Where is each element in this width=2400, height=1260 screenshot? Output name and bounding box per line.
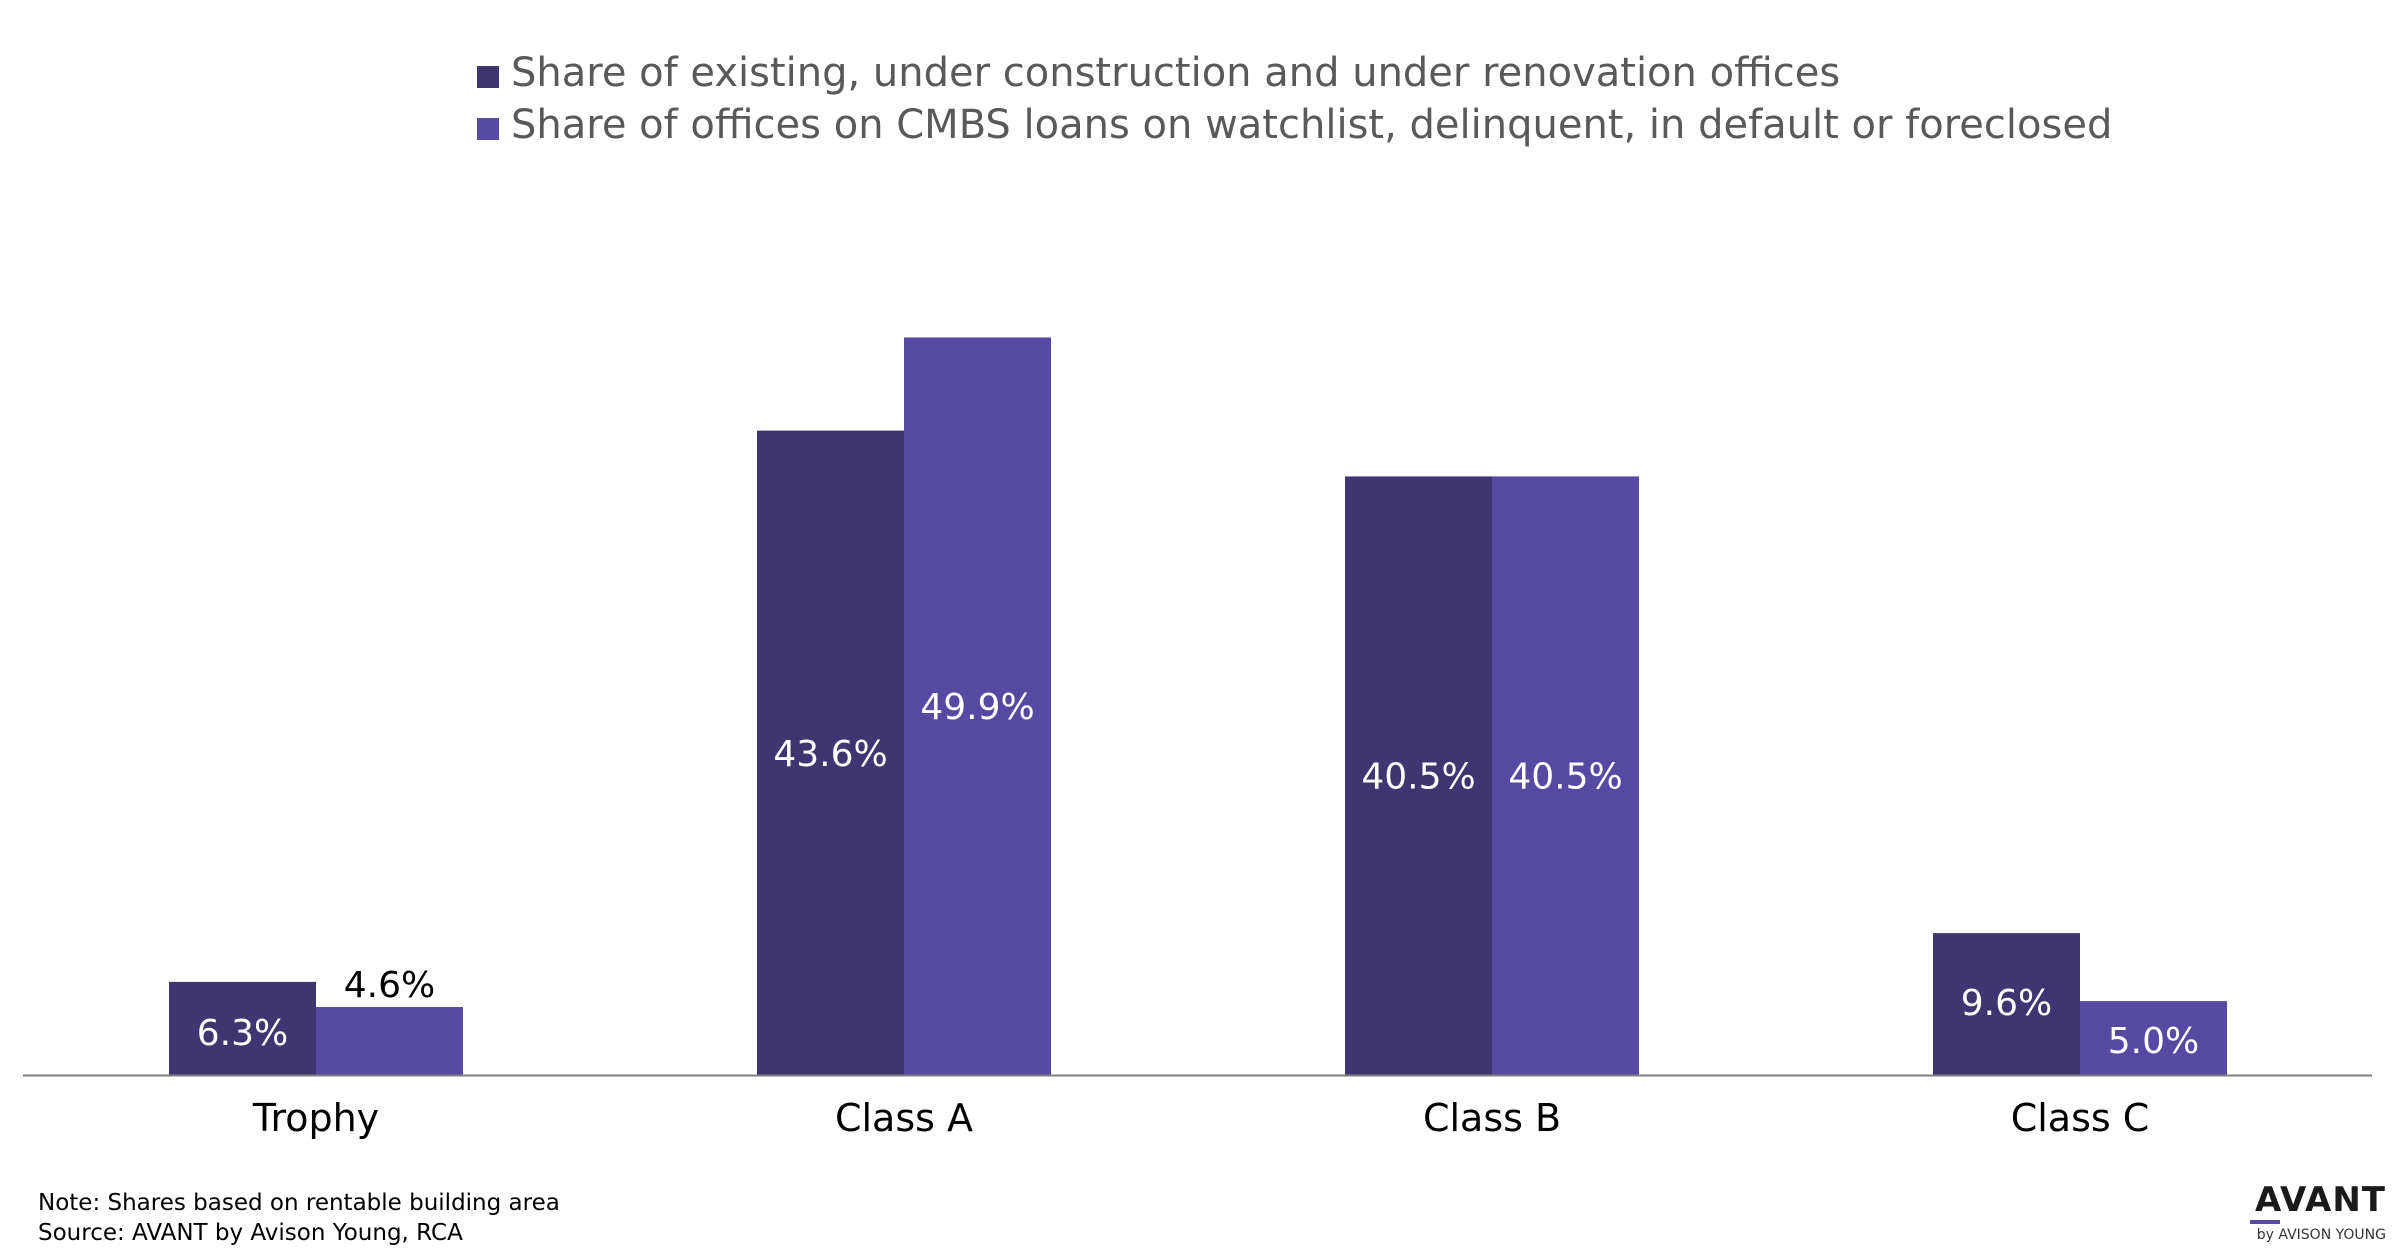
logo-subtitle: by AVISON YOUNG xyxy=(2256,1227,2386,1243)
data-label-trophy-series-2: 4.6% xyxy=(344,965,435,1006)
chart-note: Note: Shares based on rentable building … xyxy=(38,1190,560,1216)
x-axis: Trophy Class A Class B Class C xyxy=(23,1074,2372,1140)
avant-logo: AVANT by AVISON YOUNG xyxy=(2226,1182,2386,1244)
data-label-class-b-series-2: 40.5% xyxy=(1508,757,1622,798)
data-label-class-c-series-2: 5.0% xyxy=(2108,1021,2199,1062)
x-tick-label-trophy: Trophy xyxy=(252,1096,379,1140)
bar-class-b-series-2 xyxy=(1492,476,1639,1075)
x-tick-label-class-c: Class C xyxy=(2011,1096,2150,1140)
bar-trophy-series-2 xyxy=(316,1007,463,1075)
bar-trophy-series-1 xyxy=(169,981,316,1075)
bar-class-a-series-2 xyxy=(904,337,1051,1075)
x-tick-label-class-b: Class B xyxy=(1423,1096,1561,1140)
data-label-class-b-series-1: 40.5% xyxy=(1361,757,1475,798)
bar-class-a-series-1 xyxy=(757,430,904,1075)
logo-wordmark: AVANT xyxy=(2255,1180,2386,1220)
data-label-trophy-series-1: 6.3% xyxy=(197,1013,288,1054)
logo-accent-bar xyxy=(2250,1220,2280,1224)
bars-group xyxy=(169,337,2227,1075)
bar-class-b-series-1 xyxy=(1345,476,1492,1075)
data-labels-group: 6.3% 4.6% 43.6% 49.9% 40.5% 40.5% 9.6% 5.0% xyxy=(197,687,2199,1062)
bar-class-c-series-1 xyxy=(1933,933,2080,1075)
legend-label-2: Share of offices on CMBS loans on watchl… xyxy=(511,102,2112,148)
data-label-class-a-series-1: 43.6% xyxy=(773,734,887,775)
data-label-class-a-series-2: 49.9% xyxy=(920,687,1034,728)
chart-source: Source: AVANT by Avison Young, RCA xyxy=(38,1220,463,1246)
legend-swatch-2 xyxy=(477,118,499,140)
legend-swatch-1 xyxy=(477,66,499,88)
legend-label-1: Share of existing, under construction an… xyxy=(511,50,1840,96)
bar-class-c-series-2 xyxy=(2080,1001,2227,1075)
data-label-class-c-series-1: 9.6% xyxy=(1961,983,2052,1024)
x-tick-label-class-a: Class A xyxy=(835,1096,973,1140)
legend: Share of existing, under construction an… xyxy=(477,50,2112,148)
